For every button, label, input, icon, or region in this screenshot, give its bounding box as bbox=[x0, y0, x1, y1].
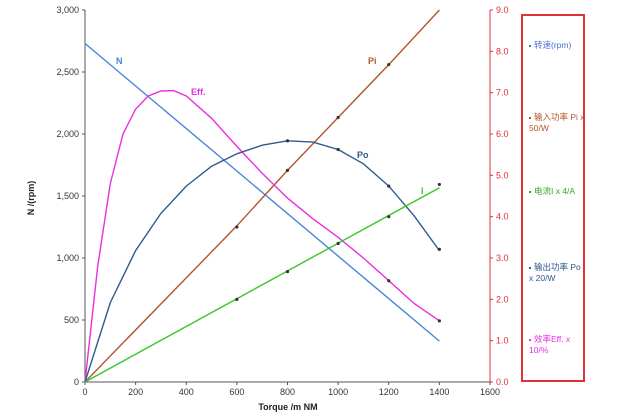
series-line-po bbox=[84, 140, 440, 383]
y2-tick-label: 3.0 bbox=[496, 253, 509, 263]
y-tick-label: 1,500 bbox=[56, 191, 79, 201]
series-label-po: Po bbox=[357, 150, 369, 160]
y2-tick-label: 8.0 bbox=[496, 46, 509, 56]
series-label-n: N bbox=[116, 56, 123, 66]
y-tick-label: 1,000 bbox=[56, 253, 79, 263]
data-point-pi bbox=[285, 168, 290, 172]
data-point-i bbox=[235, 297, 239, 301]
y2-tick-label: 9.0 bbox=[496, 5, 509, 15]
y2-tick-label: 5.0 bbox=[496, 170, 509, 180]
x-axis-title: Torque /m NM bbox=[258, 402, 317, 412]
data-point-i bbox=[437, 182, 441, 187]
axes: 0 200 400 600 800 1000 1200 1400 1600 0 500 1,000 1,… bbox=[56, 5, 508, 397]
y-axis-title: N /(rpm) bbox=[26, 181, 36, 216]
legend-text: 电流I x 4/A bbox=[534, 186, 576, 196]
data-point-i bbox=[387, 215, 391, 219]
y-tick-label: 2,500 bbox=[56, 67, 79, 77]
data-point-i bbox=[285, 270, 290, 274]
series-line-pi bbox=[84, 9, 440, 383]
series-line-eff bbox=[84, 89, 440, 383]
legend-marker bbox=[529, 190, 531, 193]
data-point-pi bbox=[336, 115, 340, 120]
x-tick-label: 600 bbox=[229, 387, 244, 397]
data-point-po bbox=[285, 139, 290, 143]
legend-marker bbox=[529, 44, 531, 47]
x-tick-label: 1600 bbox=[480, 387, 500, 397]
legend-marker bbox=[529, 266, 531, 269]
data-point-eff bbox=[437, 319, 441, 323]
data-point-po bbox=[437, 247, 441, 251]
x-tick-label: 800 bbox=[280, 387, 295, 397]
y-tick-label: 2,000 bbox=[56, 129, 79, 139]
legend-text: 效率Eff. x 10/% bbox=[529, 334, 571, 355]
legend-item: 效率Eff. x 10/% bbox=[529, 334, 587, 356]
legend: 转速(rpm) 输入功率 Pi x 50/W 电流I x 4/A 输出功率 Po x … bbox=[521, 14, 585, 382]
y2-tick-label: 2.0 bbox=[496, 294, 509, 304]
y-tick-label: 500 bbox=[64, 315, 79, 325]
data-point-eff bbox=[387, 279, 391, 283]
series-label-pi: Pi bbox=[368, 56, 377, 66]
y-tick-label: 0 bbox=[74, 377, 79, 387]
data-point-i bbox=[336, 241, 340, 246]
x-tick-label: 400 bbox=[179, 387, 194, 397]
legend-item: 输入功率 Pi x 50/W bbox=[529, 112, 587, 134]
data-point-pi bbox=[387, 62, 391, 67]
data-point-po bbox=[336, 147, 340, 152]
legend-marker bbox=[529, 116, 531, 119]
y2-tick-label: 6.0 bbox=[496, 129, 509, 139]
legend-text: 输出功率 Po x 20/W bbox=[529, 262, 581, 283]
series-layer: N Pi Eff. Po I bbox=[84, 9, 441, 383]
y-tick-label: 3,000 bbox=[56, 5, 79, 15]
series-line-n bbox=[84, 42, 440, 342]
legend-marker bbox=[529, 338, 531, 341]
legend-item: 输出功率 Po x 20/W bbox=[529, 262, 587, 284]
y2-tick-label: 4.0 bbox=[496, 212, 509, 222]
data-point-pi bbox=[235, 225, 239, 229]
x-tick-label: 1000 bbox=[328, 387, 348, 397]
y2-tick-label: 7.0 bbox=[496, 88, 509, 98]
legend-item: 电流I x 4/A bbox=[529, 186, 587, 197]
legend-text: 转速(rpm) bbox=[534, 40, 572, 50]
x-tick-label: 200 bbox=[128, 387, 143, 397]
data-point-po bbox=[387, 184, 391, 188]
legend-text: 输入功率 Pi x 50/W bbox=[529, 112, 585, 133]
y2-tick-label: 0.0 bbox=[496, 377, 509, 387]
y2-tick-label: 1.0 bbox=[496, 336, 509, 346]
series-label-eff: Eff. bbox=[191, 87, 206, 97]
series-line-i bbox=[84, 187, 440, 383]
x-tick-label: 1200 bbox=[379, 387, 399, 397]
series-label-i: I bbox=[421, 186, 424, 196]
x-tick-label: 0 bbox=[82, 387, 87, 397]
legend-item: 转速(rpm) bbox=[529, 40, 587, 51]
x-tick-label: 1400 bbox=[429, 387, 449, 397]
